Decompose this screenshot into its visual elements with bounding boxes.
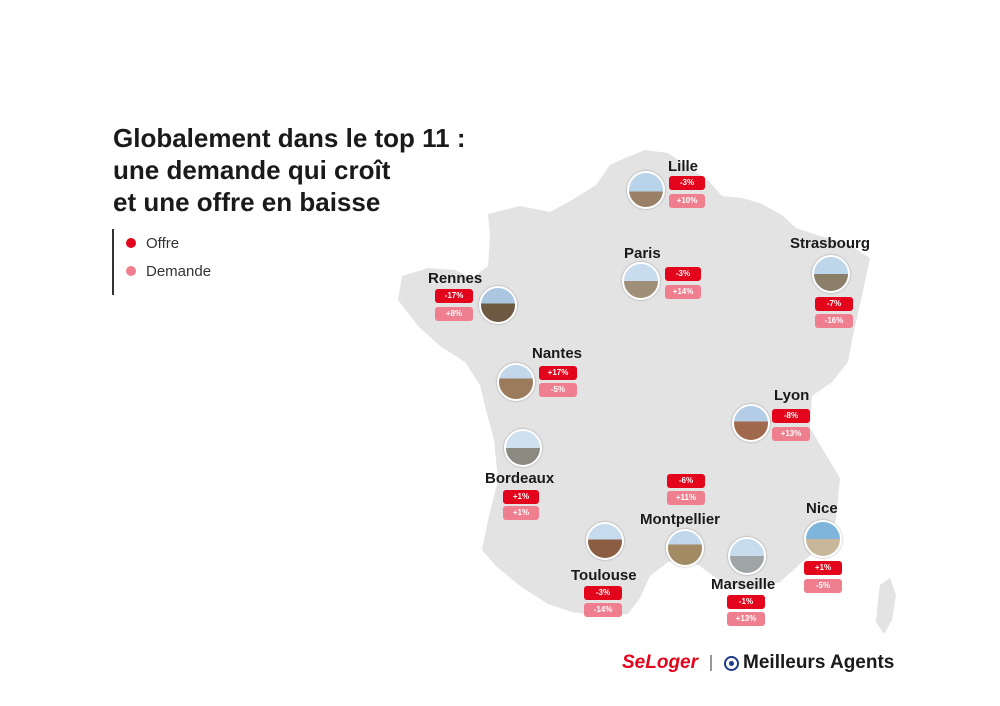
title-line-2: une demande qui croît — [113, 155, 391, 185]
legend-label-demande: Demande — [146, 262, 212, 280]
nice-offre-badge: +1% — [804, 561, 842, 575]
montpellier-offre-badge: -6% — [667, 474, 705, 488]
infographic-title: Globalement dans le top 11 : une demande… — [113, 122, 466, 218]
city-name-montpellier: Montpellier — [640, 511, 721, 528]
offre-dot-icon — [126, 238, 136, 248]
city-name-lyon: Lyon — [774, 387, 810, 404]
strasbourg-photo — [812, 255, 850, 293]
bordeaux-photo — [504, 429, 542, 467]
montpellier-demande-badge: +11% — [667, 491, 705, 505]
nice-demande-badge: -5% — [804, 579, 842, 593]
meilleurs-agents-logo: Meilleurs Agents — [743, 652, 895, 673]
footer-logos: SeLoger Meilleurs Agents — [622, 652, 894, 674]
strasbourg-offre-badge: -7% — [815, 297, 853, 311]
meilleurs-agents-pin-icon — [724, 655, 740, 671]
lyon-offre-badge: -8% — [772, 409, 810, 423]
lille-photo — [627, 171, 665, 209]
seloger-logo: SeLoger — [622, 652, 699, 673]
nantes-offre-badge: +17% — [539, 366, 577, 380]
lille-demande-badge: +10% — [669, 194, 705, 208]
city-name-paris: Paris — [624, 245, 661, 262]
logo-separator — [710, 655, 713, 671]
toulouse-demande-badge: -14% — [584, 603, 622, 617]
city-name-strasbourg: Strasbourg — [790, 235, 871, 252]
rennes-photo — [479, 286, 517, 324]
strasbourg-demande-badge: -16% — [815, 314, 853, 328]
city-name-marseille: Marseille — [711, 576, 776, 593]
marseille-demande-badge: +13% — [727, 612, 765, 626]
paris-demande-badge: +14% — [665, 285, 701, 299]
montpellier-photo — [666, 529, 704, 567]
lille-offre-badge: -3% — [669, 176, 705, 190]
paris-photo — [622, 262, 660, 300]
rennes-offre-badge: -17% — [435, 289, 473, 303]
marseille-photo — [728, 537, 766, 575]
bordeaux-offre-badge: +1% — [503, 490, 539, 504]
nantes-demande-badge: -5% — [539, 383, 577, 397]
marseille-offre-badge: -1% — [727, 595, 765, 609]
city-name-toulouse: Toulouse — [571, 567, 637, 584]
france-mainland-shape — [398, 150, 870, 616]
corsica-shape — [876, 578, 896, 634]
toulouse-photo — [586, 522, 624, 560]
nantes-photo — [497, 363, 535, 401]
title-line-3: et une offre en baisse — [113, 187, 381, 217]
paris-offre-badge: -3% — [665, 267, 701, 281]
city-name-nice: Nice — [806, 500, 838, 517]
lyon-demande-badge: +13% — [772, 427, 810, 441]
city-name-bordeaux: Bordeaux — [485, 470, 555, 487]
city-name-lille: Lille — [668, 158, 699, 175]
title-line-1: Globalement dans le top 11 : — [113, 123, 466, 153]
bordeaux-demande-badge: +1% — [503, 506, 539, 520]
toulouse-offre-badge: -3% — [584, 586, 622, 600]
legend: Offre Demande — [112, 229, 211, 295]
rennes-demande-badge: +8% — [435, 307, 473, 321]
lyon-photo — [732, 404, 770, 442]
legend-label-offre: Offre — [146, 234, 180, 252]
legend-item-offre: Offre — [126, 229, 211, 257]
legend-item-demande: Demande — [126, 257, 211, 285]
nice-photo — [804, 520, 842, 558]
city-name-nantes: Nantes — [532, 345, 583, 362]
city-name-rennes: Rennes — [428, 270, 483, 287]
demande-dot-icon — [126, 266, 136, 276]
